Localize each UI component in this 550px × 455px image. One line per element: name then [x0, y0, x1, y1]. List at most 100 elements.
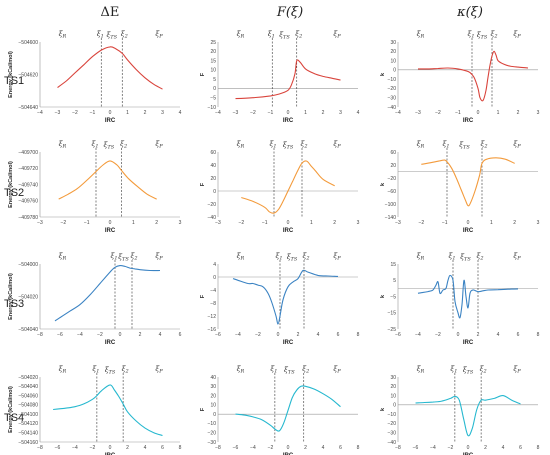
x-tick-label: 0: [109, 110, 112, 116]
x-tick-label: 2: [144, 110, 147, 116]
series-line: [57, 46, 163, 90]
y-axis-label: Energy (kCal/mol): [8, 161, 14, 208]
y-axis-label: F: [200, 72, 206, 76]
x-tick-label: 2: [477, 332, 480, 338]
y-tick-label: 0: [213, 275, 216, 281]
x-tick-label: −4: [430, 445, 436, 451]
y-tick-label: 20: [210, 393, 216, 399]
y-tick-label: 30: [390, 40, 396, 46]
y-tick-label: −504040: [18, 327, 38, 333]
zeta-2-label: ξ2: [121, 30, 128, 40]
y-tick-label: −504600: [18, 40, 38, 46]
x-axis-label: IRC: [463, 228, 474, 234]
x-tick-label: −6: [55, 445, 61, 451]
y-tick-label: −504020: [18, 294, 38, 300]
y-tick-label: −504020: [18, 375, 38, 381]
zeta-1-label: ξ1: [110, 252, 117, 262]
x-tick-label: 0: [287, 110, 290, 116]
x-tick-label: −2: [60, 220, 66, 226]
zeta-r-label: ξR: [237, 365, 245, 375]
y-tick-label: 0: [393, 403, 396, 409]
x-tick-label: −1: [442, 220, 448, 226]
y-tick-label: −504640: [18, 105, 38, 111]
y-tick-label: 5: [213, 77, 216, 83]
zeta-2-label: ξ2: [476, 252, 483, 262]
series-line: [53, 384, 163, 437]
x-tick-label: 1: [132, 220, 135, 226]
panel-ts2-col0: −409780 −409760 −409740 −409720 −409700 −3 −2 −…: [8, 140, 182, 234]
y-tick-label: −16: [208, 327, 217, 333]
zeta-ts-label: ξTS: [463, 366, 474, 376]
y-tick-label: 60: [210, 150, 216, 156]
y-tick-label: 4: [213, 262, 216, 268]
x-tick-label: −6: [233, 445, 239, 451]
y-axis-label: k: [380, 294, 386, 298]
y-axis-label: Energy (kCal/mol): [8, 273, 14, 320]
panel-ts3-col1: −16 −12 −8 −4 0 4 −6 −4 −2 0 2 4 6 8 IRC FξR ξ1 ξTS ξ2 ξP: [200, 252, 360, 346]
x-axis-label: IRC: [283, 453, 294, 455]
y-tick-label: −504060: [18, 393, 38, 399]
series-line: [415, 395, 521, 437]
y-axis-label: k: [380, 72, 386, 76]
y-tick-label: −504120: [18, 421, 38, 427]
y-tick-label: −40: [208, 215, 217, 221]
x-tick-label: −1: [84, 220, 90, 226]
x-tick-label: −1: [268, 110, 274, 116]
y-tick-label: 20: [210, 49, 216, 55]
panel-ts2-col2: −140 −100 −60 −20 20 60 −3 −2 −1 0 1 2 3 IRC k ξR ξ1 ξTS ξ…: [380, 140, 540, 234]
y-tick-label: −504620: [18, 72, 38, 78]
x-tick-label: −4: [77, 332, 83, 338]
y-tick-label: −504000: [18, 262, 38, 268]
y-tick-label: −504140: [18, 431, 38, 437]
y-tick-label: −20: [388, 176, 397, 182]
y-tick-label: 10: [210, 68, 216, 74]
y-tick-label: −504100: [18, 412, 38, 418]
x-tick-label: 8: [357, 332, 360, 338]
y-tick-label: 15: [390, 262, 396, 268]
x-tick-label: 3: [161, 110, 164, 116]
x-axis-label: IRC: [283, 228, 294, 234]
panel-ts4-col0: −504160 −504140 −504120 −504100 −504080 −5040…: [8, 365, 182, 455]
x-tick-label: 3: [357, 220, 360, 226]
y-tick-label: −140: [385, 215, 396, 221]
y-axis-label: F: [200, 407, 206, 411]
y-axis-label: F: [200, 294, 206, 298]
y-tick-label: −20: [388, 86, 397, 92]
y-tick-label: −30: [388, 96, 397, 102]
y-tick-label: 5: [393, 278, 396, 284]
series-line: [417, 274, 519, 319]
y-tick-label: −40: [388, 105, 397, 111]
x-tick-label: 4: [322, 445, 325, 451]
series-line: [232, 269, 339, 325]
zeta-1-label: ξ1: [467, 30, 474, 40]
zeta-p-label: ξP: [155, 30, 163, 40]
x-tick-label: 2: [513, 220, 516, 226]
row-label-ts3: TS3: [4, 298, 24, 310]
x-tick-label: −2: [255, 332, 261, 338]
x-tick-label: 2: [297, 332, 300, 338]
zeta-r-label: ξR: [59, 365, 67, 375]
column-title-f: F(ξ): [276, 5, 303, 20]
x-tick-label: 1: [310, 220, 313, 226]
y-tick-label: 20: [390, 163, 396, 169]
x-tick-label: −3: [55, 110, 61, 116]
y-axis-label: Energy (kCal/mol): [8, 386, 14, 433]
x-tick-label: 0: [287, 445, 290, 451]
y-tick-label: −5: [210, 96, 216, 102]
x-tick-label: 1: [490, 220, 493, 226]
x-tick-label: −6: [413, 445, 419, 451]
zeta-1-label: ξ1: [270, 365, 277, 375]
x-tick-label: 2: [126, 445, 129, 451]
y-tick-label: −8: [210, 301, 216, 307]
zeta-p-label: ξP: [333, 30, 341, 40]
zeta-2-label: ξ2: [130, 252, 137, 262]
y-axis-label: F: [200, 182, 206, 186]
x-tick-label: 0: [457, 332, 460, 338]
zeta-ts-label: ξTS: [460, 253, 471, 263]
x-axis-label: IRC: [463, 118, 474, 124]
x-tick-label: 0: [477, 110, 480, 116]
panel-ts1-col0: −504640 −504620 −504600 −4 −3 −2 −1 0 1 2 3 4 IRC Ene…: [8, 30, 182, 124]
series-line: [54, 265, 161, 322]
panel-ts4-col1: −30−20−10010203040−8−6−4−202468IRCFξRξ1ξ…: [200, 365, 360, 455]
zeta-r-label: ξR: [417, 252, 425, 262]
